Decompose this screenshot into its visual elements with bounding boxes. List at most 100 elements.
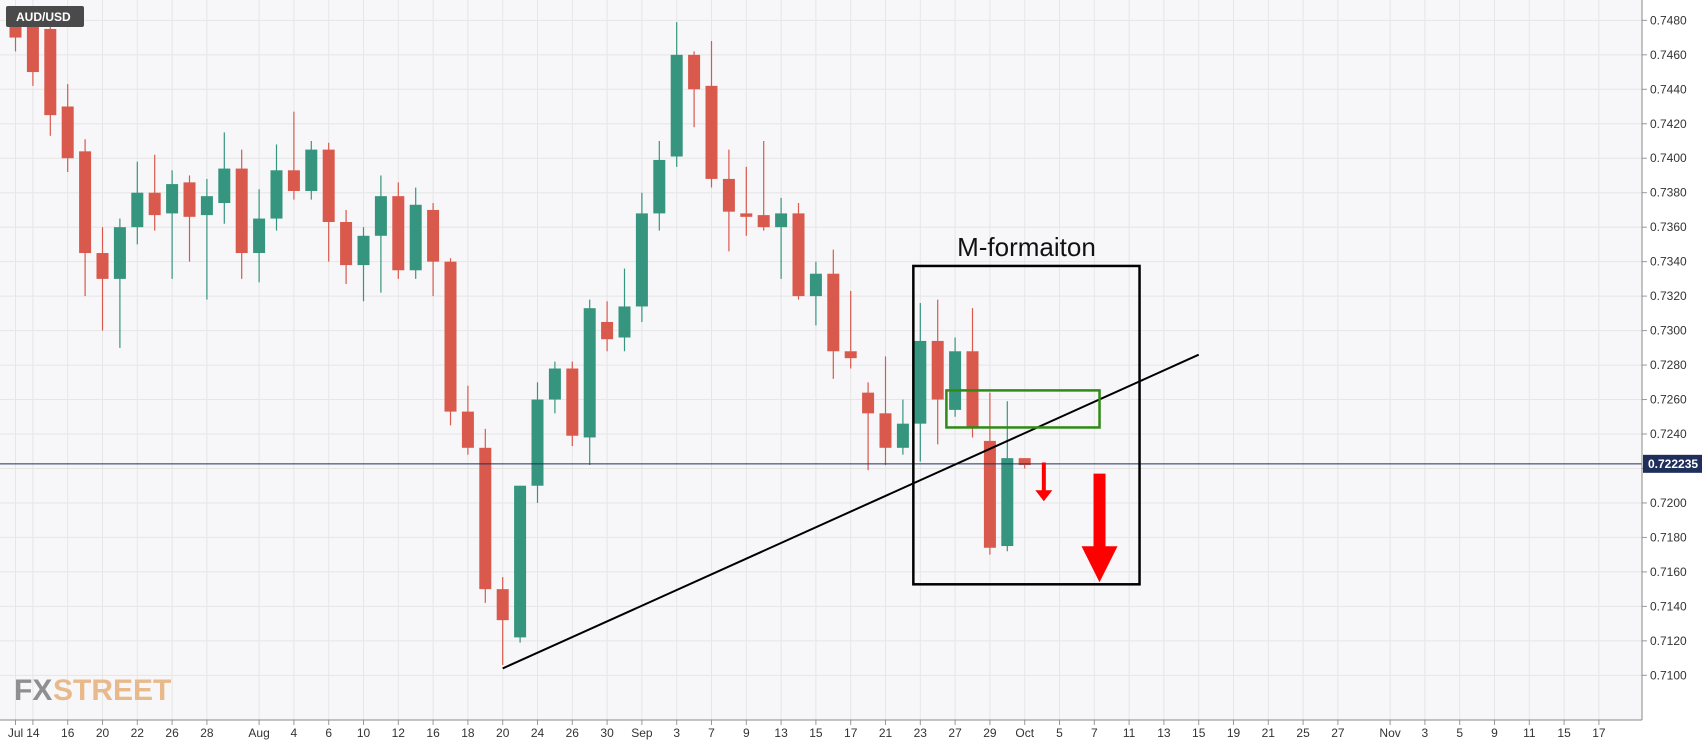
x-tick-label: 10	[357, 726, 371, 740]
candle	[374, 175, 387, 293]
candle	[96, 227, 109, 331]
candle	[809, 261, 822, 326]
x-tick-label: 17	[1592, 726, 1606, 740]
candle-body	[688, 54, 701, 90]
candle-body	[983, 440, 996, 548]
y-tick-label: 0.7480	[1650, 13, 1687, 27]
x-tick-label: 30	[600, 726, 614, 740]
candle	[461, 385, 474, 455]
x-tick-label: Nov	[1379, 726, 1400, 740]
x-tick-label: 18	[461, 726, 475, 740]
y-tick-label: 0.7400	[1650, 151, 1687, 165]
candle	[653, 140, 666, 231]
candle	[427, 203, 440, 297]
candle-body	[1001, 458, 1014, 547]
candle	[235, 149, 248, 279]
symbol-text: AUD/USD	[16, 10, 71, 24]
y-tick-label: 0.7120	[1650, 634, 1687, 648]
candle	[635, 192, 648, 322]
candle	[253, 189, 266, 283]
current-price-label: 0.722235	[1648, 457, 1698, 471]
y-tick-label: 0.7460	[1650, 48, 1687, 62]
candle	[61, 84, 74, 173]
x-tick-label: 12	[392, 726, 406, 740]
candle-body	[200, 196, 213, 216]
candle-body	[427, 209, 440, 262]
x-tick-label: 19	[1227, 726, 1241, 740]
candle-body	[79, 151, 92, 254]
candle	[79, 139, 92, 297]
candle-body	[61, 106, 74, 159]
candle	[305, 140, 318, 200]
candle-body	[305, 149, 318, 191]
x-tick-label: 15	[1192, 726, 1206, 740]
y-tick-label: 0.7280	[1650, 358, 1687, 372]
x-tick-label: 29	[983, 726, 997, 740]
symbol-label: AUD/USD	[6, 6, 84, 27]
x-tick-label: 15	[1557, 726, 1571, 740]
x-tick-label: 16	[61, 726, 75, 740]
candle	[722, 149, 735, 252]
x-tick-label: 24	[531, 726, 545, 740]
candle-body	[113, 227, 126, 279]
candle	[357, 227, 370, 302]
candle	[983, 392, 996, 555]
x-tick-label: 27	[1331, 726, 1345, 740]
candle	[914, 303, 927, 462]
candle	[131, 161, 144, 245]
candle-body	[548, 368, 561, 400]
y-tick-label: 0.7300	[1650, 324, 1687, 338]
candle-body	[809, 273, 822, 297]
candle	[740, 166, 753, 236]
candle	[531, 382, 544, 503]
y-tick-label: 0.7360	[1650, 220, 1687, 234]
candle	[44, 10, 57, 136]
y-tick-label: 0.7340	[1650, 255, 1687, 269]
logo-street-text: STREET	[53, 674, 171, 707]
candle-body	[1018, 458, 1031, 466]
x-tick-label: Aug	[248, 726, 269, 740]
m-formation-label: M-formaiton	[957, 232, 1096, 262]
candle	[496, 577, 509, 665]
x-tick-label: 21	[879, 726, 893, 740]
candle-body	[653, 159, 666, 214]
candle	[862, 382, 875, 471]
y-tick-label: 0.7180	[1650, 530, 1687, 544]
candle-body	[461, 411, 474, 448]
candle-body	[96, 253, 109, 279]
candle	[514, 485, 527, 643]
candle	[827, 249, 840, 379]
y-tick-label: 0.7420	[1650, 117, 1687, 131]
candle	[1018, 458, 1031, 469]
x-tick-label: 26	[165, 726, 179, 740]
annotations: M-formaiton	[0, 232, 1642, 670]
y-tick-label: 0.7100	[1650, 668, 1687, 682]
candle-body	[583, 308, 596, 438]
candle	[183, 175, 196, 262]
candle	[287, 111, 300, 200]
candle-body	[166, 184, 179, 214]
y-tick-label: 0.7320	[1650, 289, 1687, 303]
candle-body	[757, 215, 770, 228]
candle	[601, 301, 614, 352]
x-tick-label: 23	[914, 726, 928, 740]
candle	[879, 356, 892, 466]
candle	[392, 182, 405, 279]
candle-body	[705, 85, 718, 179]
candle	[688, 51, 701, 128]
candle-body	[44, 28, 57, 116]
y-tick-label: 0.7160	[1650, 565, 1687, 579]
x-tick-label: 21	[1262, 726, 1276, 740]
candle	[792, 203, 805, 300]
candle	[200, 178, 213, 300]
big-down-arrow	[1081, 473, 1118, 583]
x-tick-label: 9	[743, 726, 750, 740]
neckline-box	[945, 389, 1101, 429]
candle	[618, 268, 631, 352]
candle	[949, 337, 962, 417]
x-tick-label: 20	[496, 726, 510, 740]
x-tick-label: 7	[1091, 726, 1098, 740]
